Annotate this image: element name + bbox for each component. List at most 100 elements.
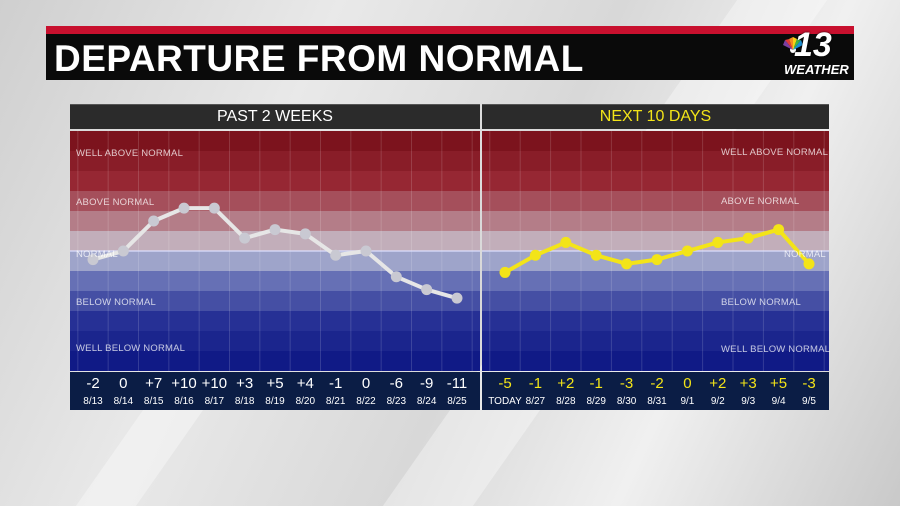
value-label: 0: [119, 375, 128, 392]
data-point: [360, 245, 372, 257]
page-title: DEPARTURE FROM NORMAL: [54, 38, 584, 79]
header-accent-bar: [46, 26, 854, 34]
color-band: [482, 131, 829, 152]
data-point: [178, 202, 190, 214]
logo-weather-text: WEATHER: [784, 62, 849, 77]
data-point: [803, 258, 815, 270]
date-label: 8/17: [204, 396, 225, 407]
forecast-chart: [482, 131, 829, 371]
value-label: -2: [650, 375, 664, 392]
date-label: 9/4: [771, 396, 786, 407]
date-label: 9/3: [741, 396, 756, 407]
band-label-normal: NORMAL: [784, 249, 826, 260]
color-band: [70, 171, 480, 192]
date-label: 8/29: [586, 396, 606, 407]
value-label: -3: [802, 375, 816, 392]
color-band: [70, 331, 480, 352]
band-label-normal: NORMAL: [76, 249, 118, 260]
value-label: +5: [266, 375, 284, 392]
value-label: +2: [557, 375, 575, 392]
forecast-values-strip: -5 TODAY -1 8/27 +2 8/28 -1 8/29 -3 8/30 -2 8/31 0 9/…: [482, 372, 829, 410]
date-label: 8/19: [265, 396, 285, 407]
data-point: [681, 245, 693, 257]
color-band: [482, 291, 829, 312]
data-point: [269, 224, 281, 236]
value-label: -9: [419, 375, 434, 392]
data-point: [560, 236, 572, 248]
data-point: [451, 292, 463, 304]
date-label: 8/14: [113, 396, 134, 407]
date-label: 8/27: [525, 396, 546, 407]
value-label: +3: [739, 375, 757, 392]
color-band: [70, 311, 480, 332]
date-label: 8/23: [386, 396, 407, 407]
logo-number: 13: [794, 26, 832, 64]
date-label: 9/1: [680, 396, 695, 407]
color-band: [482, 171, 829, 192]
past-values-strip: -2 8/13 0 8/14 +7 8/15 +10 8/16 +10 8/17 +3 8/18 +5 8…: [70, 372, 480, 410]
data-point: [87, 254, 99, 266]
color-band: [482, 271, 829, 292]
value-label: +2: [709, 375, 727, 392]
value-label: +5: [770, 375, 788, 392]
date-label: 8/25: [447, 396, 467, 407]
band-label-well-below: WELL BELOW NORMAL: [76, 343, 186, 354]
value-label: -1: [589, 375, 603, 392]
value-label: +3: [236, 375, 254, 392]
band-label-below: BELOW NORMAL: [721, 297, 801, 308]
color-band: [482, 191, 829, 212]
data-point: [421, 284, 433, 296]
color-band: [70, 271, 480, 292]
band-label-above: ABOVE NORMAL: [721, 196, 800, 207]
data-point: [390, 271, 402, 283]
color-band: [482, 351, 829, 371]
color-band: [70, 131, 480, 152]
date-label: 8/21: [325, 396, 346, 407]
data-point: [529, 249, 541, 261]
value-label: -11: [446, 375, 468, 392]
band-label-well-below: WELL BELOW NORMAL: [721, 344, 831, 355]
data-point: [239, 232, 251, 244]
band-label-well-above: WELL ABOVE NORMAL: [721, 147, 829, 158]
station-logo: 13 WEATHER: [782, 26, 852, 80]
value-label: +4: [296, 375, 314, 392]
date-label: 8/24: [416, 396, 437, 407]
value-label: -6: [389, 375, 403, 392]
date-label: TODAY: [488, 396, 522, 407]
value-label: -5: [498, 375, 512, 392]
date-label: 8/13: [83, 396, 103, 407]
data-point: [330, 249, 342, 261]
value-label: -3: [619, 375, 634, 392]
color-band: [70, 151, 480, 172]
peacock-icon: [783, 37, 803, 53]
data-point: [148, 215, 160, 227]
value-label: 0: [683, 375, 692, 392]
past-chart: [70, 131, 480, 371]
data-point: [773, 224, 785, 236]
data-point: [499, 266, 511, 278]
color-band: [482, 311, 829, 332]
color-band: [70, 291, 480, 312]
color-band: [70, 211, 480, 232]
value-label: +10: [201, 375, 228, 392]
color-band: [482, 211, 829, 232]
color-band: [482, 331, 829, 352]
color-band: [70, 351, 480, 371]
data-point: [117, 245, 129, 257]
data-point: [299, 228, 311, 240]
data-point: [712, 236, 724, 248]
color-band: [70, 251, 480, 272]
color-band: [70, 231, 480, 252]
value-label: +10: [171, 375, 197, 392]
date-label: 8/18: [234, 396, 255, 407]
date-label: 8/16: [174, 396, 194, 407]
value-label: +7: [145, 375, 163, 392]
date-label: 8/28: [556, 396, 576, 407]
data-point: [742, 232, 754, 244]
band-label-below: BELOW NORMAL: [76, 297, 156, 308]
data-point: [621, 258, 633, 270]
forecast-panel-header: NEXT 10 DAYS: [482, 104, 829, 129]
date-label: 8/30: [616, 396, 637, 407]
value-label: 0: [361, 375, 371, 392]
band-label-above: ABOVE NORMAL: [76, 197, 155, 208]
